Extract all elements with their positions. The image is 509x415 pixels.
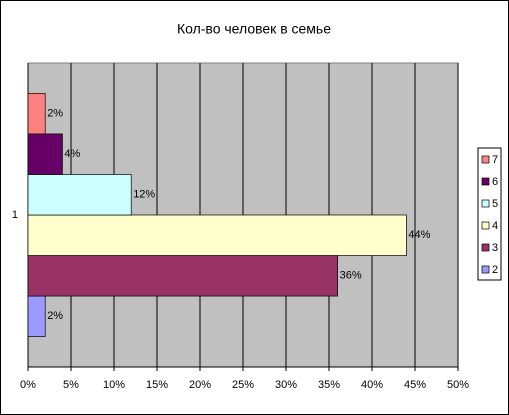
x-tick-label: 20% <box>189 379 211 391</box>
x-tick-label: 35% <box>318 379 340 391</box>
bar <box>27 295 46 337</box>
data-label: 2% <box>47 310 63 322</box>
legend-box <box>477 147 502 281</box>
data-label: 36% <box>340 270 362 282</box>
bar <box>27 255 338 297</box>
legend-swatch <box>481 199 490 208</box>
legend-label: 2 <box>492 264 498 276</box>
legend-label: 3 <box>492 242 498 254</box>
legend-swatch <box>481 243 490 252</box>
legend-label: 6 <box>492 176 498 188</box>
bar <box>27 174 132 216</box>
legend-swatch <box>481 265 490 274</box>
x-tick-label: 10% <box>103 379 125 391</box>
x-tick-label: 15% <box>146 379 168 391</box>
data-label: 2% <box>47 108 63 120</box>
y-tick-label: 1 <box>12 209 18 221</box>
x-tick-label: 50% <box>447 379 469 391</box>
bar <box>27 133 63 175</box>
bar <box>27 214 407 256</box>
legend-label: 7 <box>492 154 498 166</box>
legend-label: 5 <box>492 198 498 210</box>
x-tick-label: 5% <box>63 379 79 391</box>
legend-swatch <box>481 221 490 230</box>
legend-swatch <box>481 155 490 164</box>
legend-swatch <box>481 177 490 186</box>
x-tick-label: 45% <box>404 379 426 391</box>
x-tick-label: 0% <box>20 379 36 391</box>
chart-title: Кол-во человек в семье <box>177 21 331 37</box>
x-tick-label: 30% <box>275 379 297 391</box>
legend-label: 4 <box>492 220 498 232</box>
data-label: 12% <box>133 189 155 201</box>
bar <box>27 93 46 135</box>
data-label: 4% <box>64 148 80 160</box>
x-tick-label: 40% <box>361 379 383 391</box>
x-tick-label: 25% <box>232 379 254 391</box>
data-label: 44% <box>408 229 430 241</box>
